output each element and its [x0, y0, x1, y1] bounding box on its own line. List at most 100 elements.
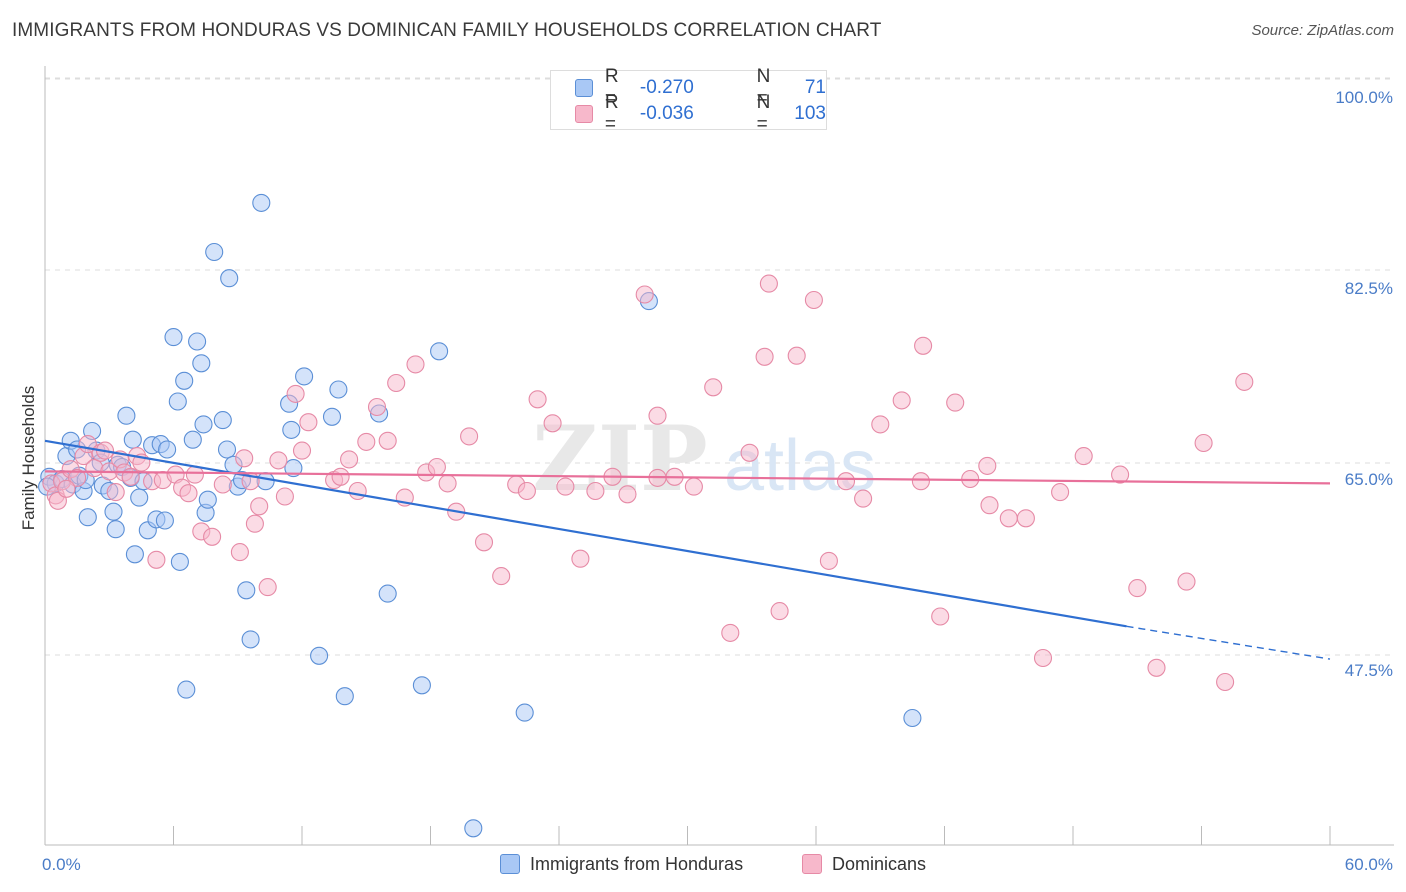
dominicans-point — [999, 509, 1018, 528]
dominicans-point — [528, 390, 547, 409]
dominicans-point — [871, 415, 890, 434]
legend-r-value: -0.036 — [639, 103, 694, 124]
dominicans-point — [571, 549, 590, 568]
honduras-point — [310, 646, 329, 665]
dominicans-point — [474, 533, 494, 552]
dominicans-point — [331, 467, 350, 486]
legend-row-honduras: R = -0.270 N = 71 — [575, 66, 826, 109]
honduras-point — [106, 520, 125, 539]
dominicans-point — [704, 378, 723, 397]
honduras-point — [155, 511, 174, 530]
dominicans-point — [854, 489, 873, 508]
honduras-point — [205, 242, 224, 262]
y-tick-label: 100.0% — [1335, 88, 1393, 107]
dominicans-point — [299, 413, 318, 432]
dominicans-point — [914, 336, 933, 355]
dominicans-point — [1194, 433, 1213, 453]
dominicans-point — [635, 285, 654, 304]
dominicans-point — [85, 459, 104, 478]
legend-item-label: Dominicans — [832, 853, 927, 874]
honduras-point — [188, 332, 207, 351]
dominicans-point — [367, 397, 387, 417]
honduras-point — [175, 371, 194, 390]
legend-item-label: Immigrants from Honduras — [530, 853, 744, 874]
honduras-point — [329, 380, 348, 399]
dominicans-point — [755, 347, 774, 366]
dominicans-point — [203, 527, 222, 546]
x-tick-label: 60.0% — [1345, 855, 1393, 874]
honduras-point — [194, 415, 213, 434]
dominicans-point — [460, 427, 479, 446]
dominicans-point — [269, 451, 288, 470]
y-tick-label: 47.5% — [1345, 661, 1393, 680]
legend-n-value: 103 — [794, 103, 826, 124]
y-tick-label: 65.0% — [1345, 470, 1393, 489]
dominicans-point — [121, 467, 140, 486]
honduras-point — [123, 430, 142, 449]
legend-row-dominicans: R = -0.036 N = 103 — [575, 92, 826, 135]
dominicans-point — [106, 483, 125, 502]
y-tick-label: 82.5% — [1345, 279, 1393, 298]
legend-r-value: -0.270 — [639, 77, 694, 98]
honduras-point — [117, 406, 136, 425]
legend-swatch-blue — [575, 79, 593, 97]
correlation-legend: R = -0.270 N = 71 R = -0.036 N = 103 — [550, 66, 827, 135]
honduras-point — [168, 392, 187, 411]
honduras-point — [335, 687, 354, 706]
dominicans-point — [275, 487, 294, 506]
dominicans-point — [1074, 447, 1093, 466]
dominicans-point — [1033, 648, 1053, 668]
honduras-point — [130, 488, 149, 507]
dominicans-point — [1128, 579, 1147, 598]
dominicans-point — [1111, 465, 1130, 484]
dominicans-point — [911, 472, 930, 491]
dominicans-point — [721, 623, 740, 642]
chart-title: IMMIGRANTS FROM HONDURAS VS DOMINICAN FA… — [12, 20, 882, 41]
honduras-point — [430, 342, 449, 361]
dominicans-point — [179, 484, 198, 503]
gridlines — [45, 77, 1394, 656]
dominicans-point — [618, 485, 637, 504]
honduras-point — [170, 552, 189, 571]
dominicans-point — [1016, 509, 1035, 528]
dominicans-point — [1235, 372, 1254, 391]
x-tick-label: 0.0% — [42, 855, 81, 874]
dominicans-point — [57, 479, 76, 498]
dominicans-point — [292, 441, 312, 460]
legend-item-dominicans[interactable]: Dominicans — [802, 852, 926, 876]
honduras-point — [183, 430, 202, 449]
dominicans-point — [684, 477, 703, 496]
dominicans-point — [492, 567, 511, 586]
honduras-point — [177, 680, 196, 699]
data-points — [38, 193, 1254, 838]
dominicans-point — [357, 432, 376, 451]
dominicans-point — [740, 443, 759, 462]
dominicans-point — [892, 391, 911, 410]
honduras-point — [78, 508, 97, 527]
watermark: ZIP atlas — [532, 406, 876, 512]
legend-n-label: N = — [756, 66, 771, 109]
dominicans-point — [230, 543, 249, 562]
tick-labels: 47.5% 65.0% 82.5% 100.0% 0.0% 60.0% — [42, 88, 1393, 874]
dominicans-point — [406, 355, 425, 374]
legend-r-label: R = — [604, 66, 619, 109]
dominicans-point — [543, 414, 562, 433]
honduras-point — [903, 708, 922, 728]
dominicans-point — [556, 477, 575, 496]
honduras-point — [241, 630, 260, 649]
dominicans-point — [213, 475, 232, 494]
honduras-point — [213, 411, 232, 430]
honduras-point — [322, 407, 342, 426]
dominicans-point — [946, 393, 965, 412]
dominicans-point — [517, 481, 536, 501]
dominicans-point — [250, 497, 269, 516]
honduras-point — [164, 328, 183, 347]
trend-lines — [44, 439, 1331, 660]
dominicans-point — [286, 384, 305, 403]
legend-swatch-pink — [575, 105, 593, 123]
legend-item-honduras[interactable]: Immigrants from Honduras — [500, 852, 743, 876]
honduras-trend-extension — [1126, 625, 1331, 660]
dominicans-point — [980, 496, 999, 515]
honduras-point — [217, 440, 237, 459]
